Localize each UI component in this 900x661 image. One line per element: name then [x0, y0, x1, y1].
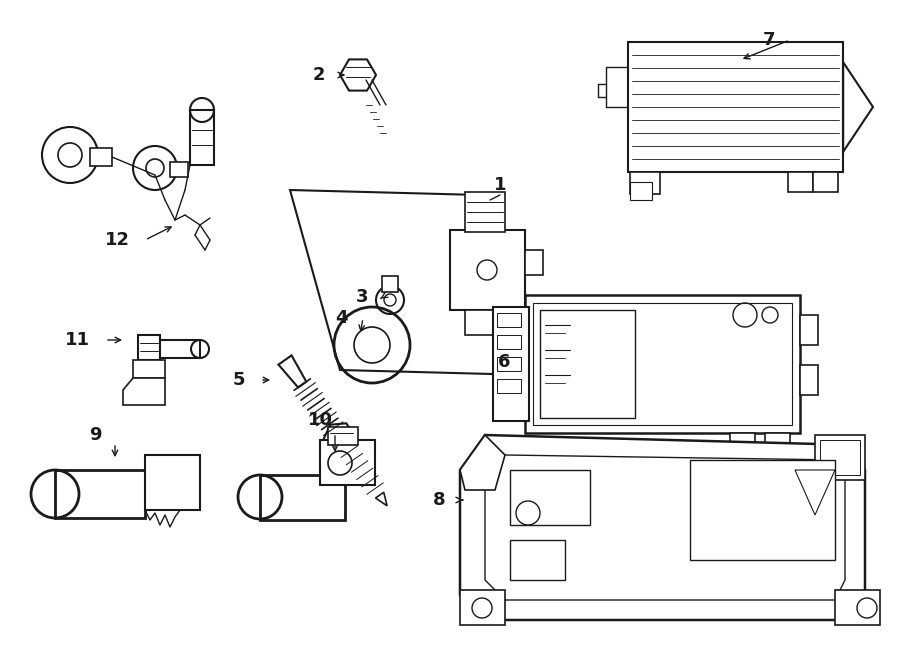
Text: 10: 10 — [308, 411, 332, 429]
Bar — [800, 315, 818, 345]
Text: 8: 8 — [432, 491, 445, 509]
Polygon shape — [290, 190, 530, 375]
Bar — [497, 357, 521, 371]
Polygon shape — [375, 492, 387, 506]
Bar — [145, 455, 200, 510]
Text: 9: 9 — [89, 426, 101, 444]
Bar — [510, 470, 590, 525]
Text: 7: 7 — [762, 31, 775, 49]
Bar — [525, 295, 800, 433]
Bar — [628, 42, 843, 172]
Bar — [328, 427, 358, 445]
Bar — [497, 313, 521, 327]
Bar — [465, 192, 505, 232]
Text: 5: 5 — [232, 371, 245, 389]
Bar — [540, 310, 635, 418]
Polygon shape — [340, 59, 376, 91]
Polygon shape — [460, 435, 865, 620]
Bar — [510, 540, 565, 580]
Bar — [133, 360, 165, 378]
Polygon shape — [843, 62, 873, 152]
Bar — [820, 440, 860, 475]
Bar — [533, 303, 792, 425]
Polygon shape — [278, 356, 306, 387]
Bar — [190, 110, 214, 165]
Text: 11: 11 — [65, 331, 90, 349]
Text: 2: 2 — [312, 66, 325, 84]
Bar — [525, 250, 543, 275]
Bar — [497, 379, 521, 393]
Bar — [160, 340, 200, 358]
Polygon shape — [460, 435, 505, 490]
Bar — [835, 590, 880, 625]
Bar — [788, 172, 813, 192]
Polygon shape — [485, 455, 845, 600]
Text: 3: 3 — [356, 288, 368, 306]
Bar — [55, 470, 145, 518]
Text: 12: 12 — [105, 231, 130, 249]
Bar — [630, 182, 652, 200]
Bar — [465, 310, 505, 335]
Bar — [320, 440, 375, 485]
Polygon shape — [795, 470, 835, 515]
Bar — [813, 172, 838, 192]
Polygon shape — [123, 378, 165, 405]
Bar — [690, 460, 835, 560]
Bar — [730, 433, 755, 453]
Text: 1: 1 — [494, 176, 506, 194]
Bar — [460, 590, 505, 625]
Bar — [630, 172, 660, 194]
Text: 4: 4 — [336, 309, 348, 327]
Bar — [765, 433, 790, 453]
Text: 6: 6 — [498, 353, 510, 371]
Polygon shape — [324, 423, 356, 452]
Bar — [450, 230, 525, 310]
Bar — [138, 335, 160, 360]
Bar — [170, 162, 188, 177]
Bar — [497, 335, 521, 349]
Bar — [493, 307, 529, 421]
Bar — [90, 148, 112, 166]
Bar — [800, 365, 818, 395]
Bar — [260, 475, 345, 520]
Bar — [815, 435, 865, 480]
Bar — [382, 276, 398, 292]
